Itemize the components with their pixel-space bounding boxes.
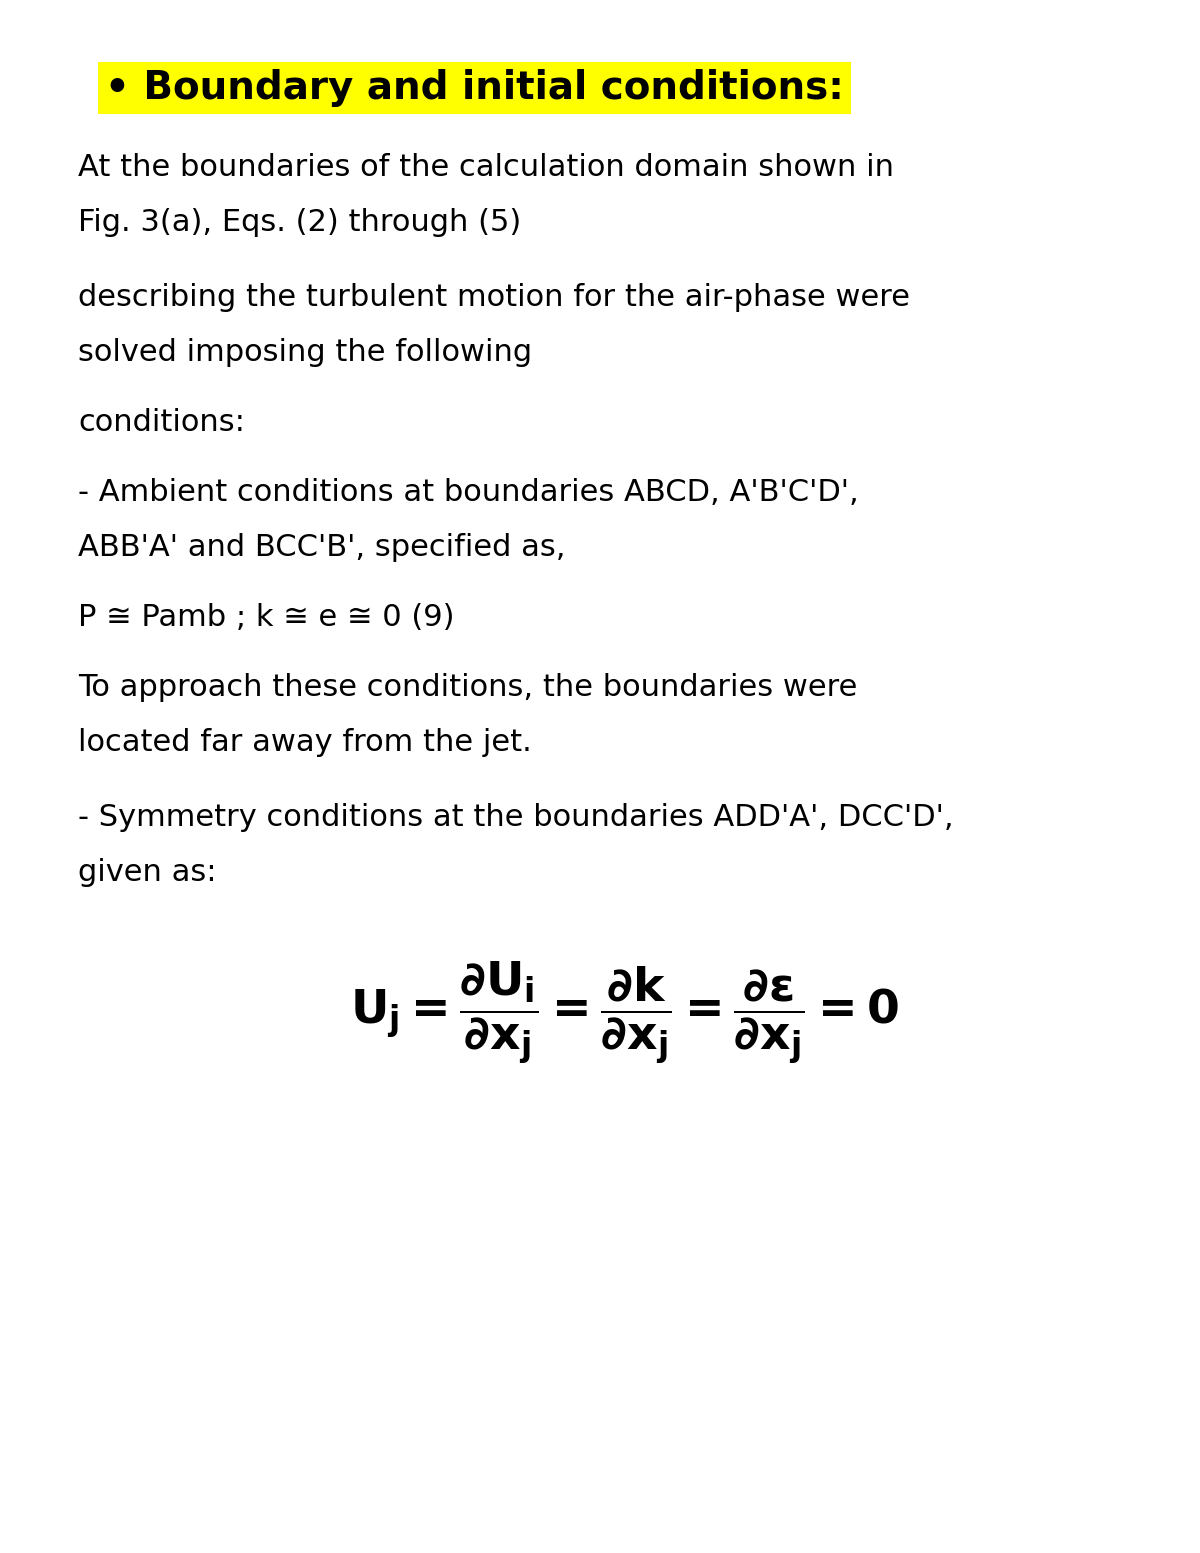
Text: describing the turbulent motion for the air-phase were: describing the turbulent motion for the …: [78, 284, 910, 312]
Text: To approach these conditions, the boundaries were: To approach these conditions, the bounda…: [78, 674, 857, 702]
Text: located far away from the jet.: located far away from the jet.: [78, 728, 532, 758]
Text: - Ambient conditions at boundaries ABCD, A'B'C'D',: - Ambient conditions at boundaries ABCD,…: [78, 478, 859, 508]
Text: - Symmetry conditions at the boundaries ADD'A', DCC'D',: - Symmetry conditions at the boundaries …: [78, 803, 954, 832]
Text: given as:: given as:: [78, 859, 216, 887]
Text: solved imposing the following: solved imposing the following: [78, 339, 532, 368]
Text: • Boundary and initial conditions:: • Boundary and initial conditions:: [106, 68, 844, 107]
Text: conditions:: conditions:: [78, 408, 245, 438]
Text: Fig. 3(a), Eqs. (2) through (5): Fig. 3(a), Eqs. (2) through (5): [78, 208, 521, 238]
Text: At the boundaries of the calculation domain shown in: At the boundaries of the calculation dom…: [78, 154, 894, 183]
Text: ABB'A' and BCC'B', specified as,: ABB'A' and BCC'B', specified as,: [78, 534, 565, 562]
Text: $\mathbf{U_j = \dfrac{\partial U_i}{\partial x_j} = \dfrac{\partial k}{\partial : $\mathbf{U_j = \dfrac{\partial U_i}{\par…: [350, 960, 899, 1067]
Text: P ≅ Pamb ; k ≅ e ≅ 0 (9): P ≅ Pamb ; k ≅ e ≅ 0 (9): [78, 604, 455, 632]
